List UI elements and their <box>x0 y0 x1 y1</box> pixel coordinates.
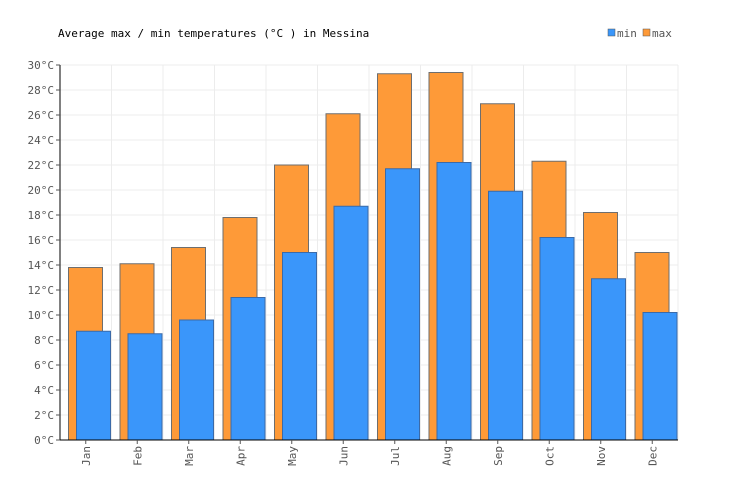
x-tick-label: Apr <box>234 446 247 466</box>
bar-min-jun <box>333 205 369 441</box>
bar-min-feb <box>127 333 163 441</box>
bar-min-dec <box>642 312 678 441</box>
bar-min-sep <box>488 190 523 441</box>
x-tick-label: Sep <box>492 446 505 466</box>
min-series <box>76 162 678 441</box>
x-tick-label: May <box>286 446 299 466</box>
x-tick-label: Oct <box>543 446 556 466</box>
x-tick-label: Jun <box>337 446 350 466</box>
legend: min max <box>607 27 672 40</box>
axes <box>59 65 678 441</box>
y-tick-label: 0°C <box>34 434 54 447</box>
y-tick-label: 18°C <box>28 209 55 222</box>
grid <box>60 64 679 440</box>
y-tick-label: 30°C <box>28 59 55 72</box>
legend-swatch-max <box>642 28 651 37</box>
y-tick-label: 14°C <box>28 259 55 272</box>
x-axis-ticks: Jan Feb Mar Apr May Jun Jul Aug Sep Oct Nov Dec <box>80 440 659 466</box>
y-tick-label: 28°C <box>28 84 55 97</box>
x-tick-label: Mar <box>183 446 196 466</box>
bar-min-apr <box>230 297 266 441</box>
y-tick-label: 4°C <box>34 384 54 397</box>
y-tick-label: 2°C <box>34 409 54 422</box>
y-tick-label: 10°C <box>28 309 55 322</box>
x-tick-label: Nov <box>595 446 608 466</box>
y-tick-label: 8°C <box>34 334 54 347</box>
y-tick-label: 26°C <box>28 109 55 122</box>
y-tick-label: 22°C <box>28 159 55 172</box>
x-tick-label: Aug <box>440 446 453 466</box>
bar-min-aug <box>436 162 472 441</box>
y-tick-label: 24°C <box>28 134 55 147</box>
bar-min-jul <box>385 168 420 441</box>
bar-min-nov <box>591 278 626 441</box>
bar-min-mar <box>179 319 214 441</box>
y-tick-label: 20°C <box>28 184 55 197</box>
y-tick-label: 12°C <box>28 284 55 297</box>
bar-min-oct <box>539 237 575 441</box>
chart-title: Average max / min temperatures (°C ) in … <box>58 27 369 40</box>
legend-label-max: max <box>652 27 672 40</box>
y-axis-ticks: 0°C 2°C 4°C 6°C 8°C 10°C 12°C 14°C 16°C 18°C 20°C 2… <box>28 59 60 447</box>
bar-min-jan <box>76 330 111 441</box>
x-tick-label: Jan <box>80 446 93 466</box>
y-tick-label: 6°C <box>34 359 54 372</box>
x-tick-label: Feb <box>131 446 144 466</box>
y-tick-label: 16°C <box>28 234 55 247</box>
x-tick-label: Dec <box>646 446 659 466</box>
legend-swatch-min <box>607 28 616 37</box>
x-tick-label: Jul <box>389 446 402 466</box>
bar-min-may <box>282 252 317 441</box>
legend-label-min: min <box>617 27 637 40</box>
